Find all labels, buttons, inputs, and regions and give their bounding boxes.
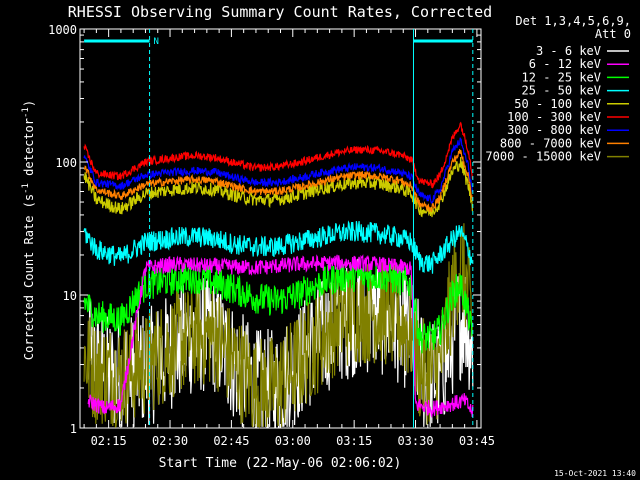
x-tick-label: 02:15 [91,434,127,448]
ylabel-mid: detector [22,118,36,183]
series-line-100-300-keV [83,121,473,189]
chart-title: RHESSI Observing Summary Count Rates, Co… [68,3,492,21]
legend-label-300-800-keV: 300 - 800 keV [507,123,601,137]
series-line-6-12-keV [87,254,474,419]
legend-label-800-7000-keV: 800 - 7000 keV [500,136,601,150]
x-tick-label: 03:30 [397,434,433,448]
y-tick-label: 1000 [48,23,77,37]
series-line-25-50-keV [83,220,473,274]
series-layer [83,121,474,429]
axis-layer: 1 10 100 1000 02:15 02:30 02:45 03:00 03:15 03:30… [48,23,495,448]
ylabel-sup2: -1 [21,107,31,118]
legend-label-6-12-keV: 6 - 12 keV [529,57,601,71]
legend-label-3-6-keV: 3 - 6 keV [536,44,601,58]
night-label: N [154,37,159,47]
legend-detectors: Det 1,3,4,5,6,9, [515,14,631,28]
series-line-800-7000-keV [83,149,473,214]
y-axis-label: Corrected Count Rate (s-1 detector-1) [21,100,36,360]
series-line-300-800-keV [83,137,473,204]
x-tick-label: 03:00 [275,434,311,448]
legend-label-12-25-keV: 12 - 25 keV [522,70,601,84]
x-axis-label: Start Time (22-May-06 02:06:02) [159,456,402,471]
y-tick-label: 10 [63,289,77,303]
legend-label-100-300-keV: 100 - 300 keV [507,110,601,124]
x-tick-label: 03:45 [459,434,495,448]
marker-layer: N [84,29,474,428]
x-tick-label: 03:15 [336,434,372,448]
series-line-50-100-keV [83,156,473,218]
timestamp: 15-Oct-2021 13:40 [554,469,636,478]
x-tick-label: 02:45 [213,434,249,448]
legend-label-25-50-keV: 25 - 50 keV [522,84,601,98]
legend-attenuator: Att 0 [595,27,631,41]
legend-label-50-100-keV: 50 - 100 keV [514,97,601,111]
ylabel-end: ) [22,100,36,107]
ylabel-main: Corrected Count Rate (s [22,194,36,360]
series-line-7000-15000-keV [83,223,473,429]
y-tick-label: 1 [70,422,77,436]
y-tick-label: 100 [55,156,77,170]
x-tick-label: 02:30 [152,434,188,448]
legend-label-7000-15000-keV: 7000 - 15000 keV [485,150,601,164]
ylabel-sup1: -1 [21,183,31,194]
series-line-12-25-keV [83,261,473,354]
